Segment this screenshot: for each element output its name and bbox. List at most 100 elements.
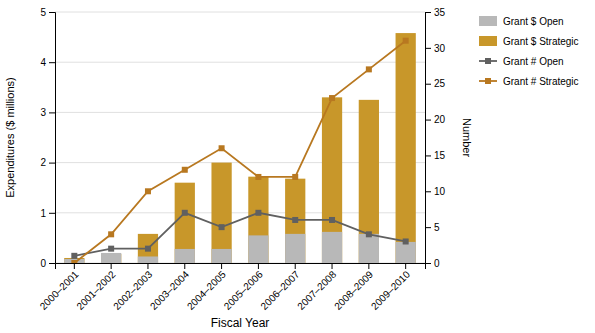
grid-line xyxy=(55,62,425,63)
marker xyxy=(292,217,298,223)
marker xyxy=(71,253,77,259)
tick-mark xyxy=(258,263,259,269)
marker xyxy=(219,145,225,151)
marks xyxy=(64,33,416,263)
bar xyxy=(175,183,195,263)
legend-label: Grant # Open xyxy=(503,56,564,67)
tick: 4 xyxy=(40,57,55,68)
tick-label: 2 xyxy=(40,157,46,168)
tick-label: 0 xyxy=(434,258,440,269)
tick-mark xyxy=(425,12,431,13)
tick: 15 xyxy=(425,150,446,161)
chart: 2000–20012001–20022002–20032003–20042004… xyxy=(0,0,595,333)
tick-mark xyxy=(425,120,431,121)
marker xyxy=(255,210,261,216)
line-series xyxy=(71,210,408,259)
tick-mark xyxy=(74,263,75,269)
tick-label: 10 xyxy=(434,186,446,197)
tick: 30 xyxy=(425,43,446,54)
tick-mark xyxy=(49,163,55,164)
bar-series xyxy=(64,232,416,263)
tick-mark xyxy=(425,263,431,264)
marker xyxy=(108,231,114,237)
grid-line xyxy=(55,12,425,13)
tick: 0 xyxy=(40,258,55,269)
tick-label: 2009–2010 xyxy=(369,268,412,311)
tick: 0 xyxy=(425,258,440,269)
legend: Grant $ Open Grant $ Strategic Grant # Ope… xyxy=(479,16,579,87)
tick-mark xyxy=(405,263,406,269)
marker xyxy=(145,188,151,194)
bar xyxy=(359,234,379,263)
tick-label: 30 xyxy=(434,43,446,54)
plot: 2000–20012001–20022002–20032003–20042004… xyxy=(38,7,446,312)
tick-mark xyxy=(49,263,55,264)
tick-mark xyxy=(425,191,431,192)
tick-mark xyxy=(49,12,55,13)
axis-line xyxy=(49,13,56,264)
bar xyxy=(396,33,416,263)
tick: 10 xyxy=(425,186,446,197)
legend-item: Grant $ Strategic xyxy=(479,36,579,47)
legend-marker xyxy=(485,78,491,84)
tick-label: 15 xyxy=(434,150,446,161)
tick-mark xyxy=(368,263,369,269)
tick: 3 xyxy=(40,107,55,118)
x-axis: 2000–20012001–20022002–20032003–20042004… xyxy=(38,263,426,312)
y2-axis: 05101520253035 xyxy=(425,7,446,269)
axis-line xyxy=(426,13,432,264)
marker xyxy=(182,167,188,173)
bar xyxy=(101,253,121,263)
y-axis: 012345 xyxy=(40,7,55,269)
legend-swatch xyxy=(479,16,497,26)
tick-mark xyxy=(184,263,185,269)
marker xyxy=(255,174,261,180)
tick-mark xyxy=(425,155,431,156)
tick-label: 0 xyxy=(40,258,46,269)
legend-label: Grant # Strategic xyxy=(503,76,579,87)
tick-label: 20 xyxy=(434,114,446,125)
bar xyxy=(248,177,268,263)
marker xyxy=(403,38,409,44)
marker xyxy=(182,210,188,216)
legend-label: Grant $ Open xyxy=(503,16,564,27)
tick: 2 xyxy=(40,157,55,168)
tick: 2009–2010 xyxy=(369,263,412,312)
bar xyxy=(285,234,305,263)
tick: 5 xyxy=(40,7,55,18)
tick-label: 25 xyxy=(434,78,446,89)
tick-mark xyxy=(147,263,148,269)
bar xyxy=(322,97,342,263)
legend-marker xyxy=(485,58,491,64)
bar xyxy=(359,100,379,263)
marker xyxy=(366,231,372,237)
legend-item: Grant # Open xyxy=(479,56,564,67)
marker xyxy=(329,217,335,223)
bar xyxy=(322,232,342,263)
tick-label: 4 xyxy=(40,57,46,68)
marker xyxy=(292,174,298,180)
y-axis-title: Expenditures ($ millions) xyxy=(4,77,16,197)
tick: 35 xyxy=(425,7,446,18)
bar-series xyxy=(64,33,416,263)
tick-label: 5 xyxy=(40,7,46,18)
marker xyxy=(108,246,114,252)
x-axis-title: Fiscal Year xyxy=(211,316,270,330)
marker xyxy=(71,260,77,263)
bar xyxy=(396,242,416,263)
tick-mark xyxy=(49,112,55,113)
tick-label: 3 xyxy=(40,107,46,118)
bar xyxy=(211,163,231,263)
tick-mark xyxy=(332,263,333,269)
axis-line xyxy=(56,264,426,270)
bar xyxy=(175,249,195,263)
tick: 25 xyxy=(425,78,446,89)
y2-axis-title: Number xyxy=(461,118,473,157)
marker xyxy=(145,246,151,252)
tick-mark xyxy=(425,227,431,228)
legend-item: Grant $ Open xyxy=(479,16,564,27)
bar xyxy=(248,235,268,263)
tick-mark xyxy=(295,263,296,269)
marker xyxy=(366,66,372,72)
grid xyxy=(55,12,425,263)
